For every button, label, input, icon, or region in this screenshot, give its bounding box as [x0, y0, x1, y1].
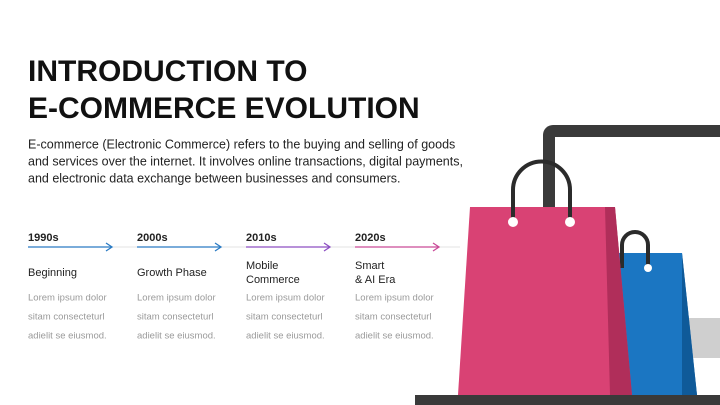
blue-bag-handle	[620, 230, 650, 268]
year: 2020s	[355, 232, 386, 244]
item-body: adielit se eiusmod.	[355, 331, 434, 342]
item-body: adielit se eiusmod.	[137, 331, 216, 342]
item-label: Growth Phase	[137, 267, 207, 279]
item-body: sitam consecteturl	[28, 312, 105, 323]
arrow-head	[214, 242, 223, 252]
pink-bag-handle	[511, 159, 572, 220]
item-label: & AI Era	[355, 274, 396, 286]
pink-bag-hole	[508, 217, 518, 227]
arrow-head	[323, 242, 332, 252]
blue-bag-hole	[644, 264, 652, 272]
pink-bag	[458, 207, 632, 395]
item-body: Lorem ipsum dolor	[28, 293, 107, 304]
title: INTRODUCTION TO	[28, 55, 307, 88]
item-label: Beginning	[28, 267, 77, 279]
year: 2010s	[246, 232, 277, 244]
year: 1990s	[28, 232, 59, 244]
pink-bag-side	[605, 207, 632, 395]
pink-bag-hole	[565, 217, 575, 227]
item-body: sitam consecteturl	[246, 312, 323, 323]
item-body: sitam consecteturl	[355, 312, 432, 323]
item-body: adielit se eiusmod.	[28, 331, 107, 342]
description: and electronic data exchange between bus…	[28, 171, 400, 185]
item-body: Lorem ipsum dolor	[137, 293, 216, 304]
arrow-head	[432, 242, 441, 252]
item-body: adielit se eiusmod.	[246, 331, 325, 342]
blue-bag-side	[682, 253, 697, 395]
arrow-head	[105, 242, 114, 252]
item-label: Smart	[355, 260, 384, 272]
year: 2000s	[137, 232, 168, 244]
item-label: Mobile	[246, 260, 278, 272]
item-label: Commerce	[246, 274, 300, 286]
item-body: sitam consecteturl	[137, 312, 214, 323]
item-body: Lorem ipsum dolor	[246, 293, 325, 304]
description: E-commerce (Electronic Commerce) refers …	[28, 137, 455, 151]
laptop-base	[415, 395, 720, 405]
description: and services over the internet. It invol…	[28, 154, 463, 168]
title: E-COMMERCE EVOLUTION	[28, 92, 420, 125]
item-body: Lorem ipsum dolor	[355, 293, 434, 304]
